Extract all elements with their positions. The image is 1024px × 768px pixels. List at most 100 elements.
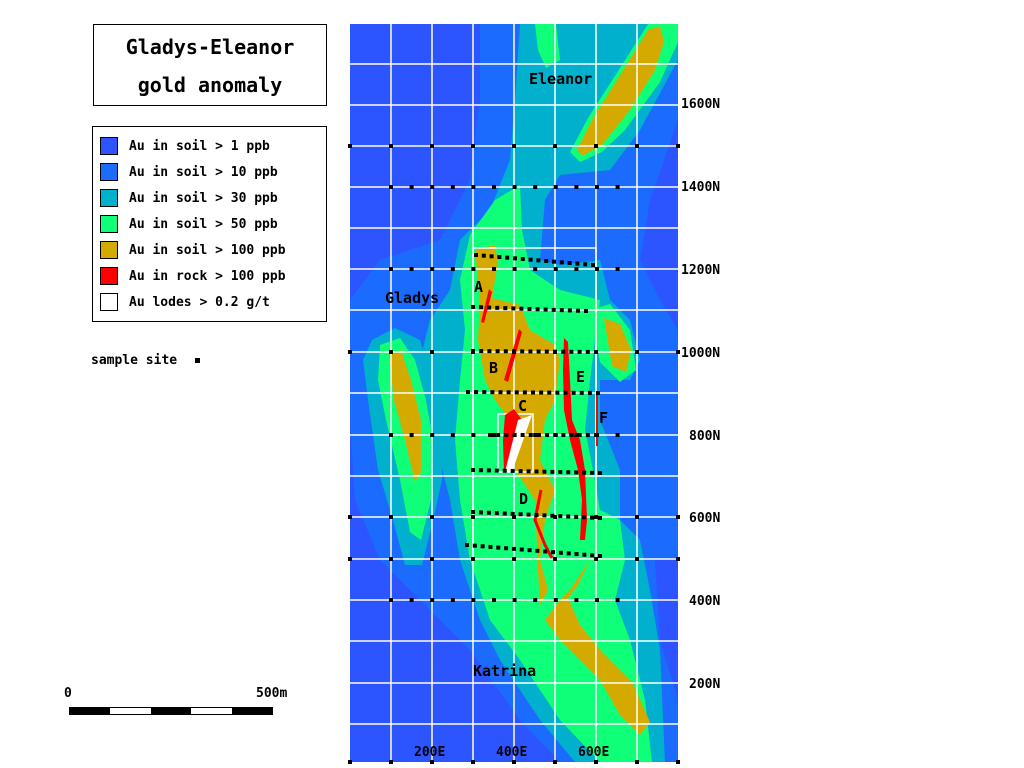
sample-site: [389, 267, 393, 271]
legend-item: Au in soil > 50 ppb: [100, 211, 326, 237]
sample-site: [553, 760, 557, 764]
sample-site: [450, 598, 455, 602]
legend-label: Au in soil > 50 ppb: [129, 216, 278, 232]
sample-site: [571, 390, 576, 395]
legend-label: Au in soil > 30 ppb: [129, 190, 278, 206]
sample-site: [536, 258, 541, 263]
sample-site: [471, 510, 475, 514]
easting-label: 600E: [578, 745, 609, 760]
sample-sites: [348, 144, 680, 764]
title-line-2: gold anomaly: [137, 73, 283, 97]
legend-label: Au in soil > 1 ppb: [129, 138, 270, 154]
sample-site: [569, 349, 574, 354]
lode-label-b: B: [489, 359, 498, 377]
sample-site: [430, 350, 434, 354]
zone-100ppb-central: [475, 245, 650, 735]
sample-site: [512, 515, 516, 519]
sample-site: [511, 546, 516, 551]
sample-site: [535, 548, 540, 553]
sample-site: [536, 433, 541, 437]
sample-site: [598, 554, 602, 558]
sample-site: [574, 267, 579, 271]
sample-site: [526, 469, 531, 474]
sample-site: [512, 185, 517, 189]
sample-site: [502, 511, 507, 516]
sample-site: [528, 433, 533, 437]
sample-site: [676, 350, 680, 354]
gold-lode: [505, 415, 532, 472]
sample-site: [566, 514, 571, 519]
sample-site: [527, 548, 532, 553]
zone-100ppb-east: [604, 318, 631, 372]
sample-site: [676, 515, 680, 519]
sample-site: [587, 390, 592, 395]
sample-site: [479, 349, 484, 354]
sample-site: [430, 185, 435, 189]
sample-site: [595, 267, 599, 271]
sample-site: [430, 267, 435, 271]
sample-site: [479, 305, 484, 310]
sample-site: [430, 557, 434, 561]
legend-item: Au lodes > 0.2 g/t: [100, 289, 326, 315]
sample-site: [531, 390, 535, 395]
sample-site: [615, 598, 620, 602]
sample-site: [582, 470, 587, 475]
sample-site: [585, 349, 590, 354]
legend-label: Au lodes > 0.2 g/t: [129, 294, 270, 310]
sample-site: [550, 469, 555, 474]
sample-site: [471, 515, 475, 519]
sample-site: [348, 557, 352, 561]
legend-swatch: [100, 163, 118, 181]
sample-site: [519, 547, 524, 552]
sample-site: [585, 433, 590, 437]
sample-site: [450, 433, 455, 437]
sample-site: [574, 433, 579, 437]
sample-site: [551, 307, 556, 312]
zone-100ppb-west: [389, 350, 421, 482]
sample-site: [409, 598, 414, 602]
sample-site: [389, 433, 393, 437]
sample-site: [474, 390, 479, 395]
sample-site: [478, 510, 483, 515]
northing-label: 200N: [689, 677, 720, 692]
sample-site: [504, 546, 509, 551]
sample-site: [533, 598, 538, 602]
sample-site: [348, 350, 352, 354]
sample-site: [488, 433, 492, 437]
sample-site: [496, 433, 501, 437]
legend-item: Au in soil > 1 ppb: [100, 133, 326, 159]
sample-site: [575, 261, 580, 266]
sample-site: [492, 598, 496, 602]
sample-site: [635, 515, 639, 519]
sample-site: [598, 471, 602, 475]
sample-site: [472, 543, 477, 548]
sample-site: [553, 515, 557, 519]
sample-site: [574, 598, 579, 602]
sample-site: [409, 433, 414, 437]
sample-site-label: sample site: [91, 353, 178, 368]
sample-site: [389, 144, 393, 148]
sample-site: [528, 349, 533, 354]
sample-site: [492, 433, 496, 437]
sample-site: [471, 760, 475, 764]
sample-site: [465, 543, 469, 547]
sample-site: [348, 760, 352, 764]
lode-label-a: A: [474, 278, 483, 296]
sample-site: [527, 307, 532, 311]
sample-site: [506, 390, 511, 395]
sample-site: [522, 390, 527, 395]
legend: Au in soil > 1 ppb Au in soil > 10 ppb Au …: [92, 126, 327, 322]
sample-site: [510, 468, 515, 473]
sample-site: [574, 552, 579, 557]
sample-site: [494, 468, 499, 473]
sample-site: [518, 469, 523, 474]
legend-swatch: [100, 189, 118, 207]
sample-site: [542, 469, 547, 474]
sample-site: [561, 349, 566, 354]
sample-site: [474, 253, 478, 257]
sample-site: [544, 259, 549, 263]
sample-site: [471, 349, 475, 353]
sample-site: [544, 349, 549, 354]
sample-site: [594, 144, 598, 148]
